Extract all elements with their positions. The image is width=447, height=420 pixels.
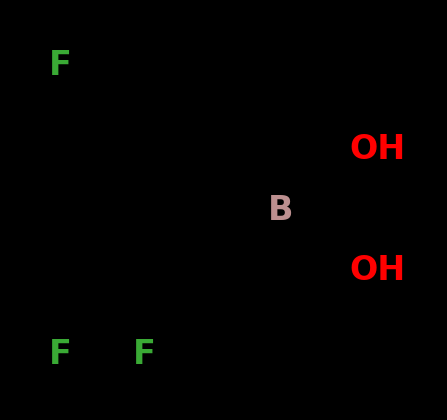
Text: B: B xyxy=(267,194,293,226)
Text: F: F xyxy=(49,49,72,81)
Text: OH: OH xyxy=(350,255,406,287)
Text: F: F xyxy=(49,339,72,371)
Text: F: F xyxy=(133,339,156,371)
Text: OH: OH xyxy=(350,133,406,165)
